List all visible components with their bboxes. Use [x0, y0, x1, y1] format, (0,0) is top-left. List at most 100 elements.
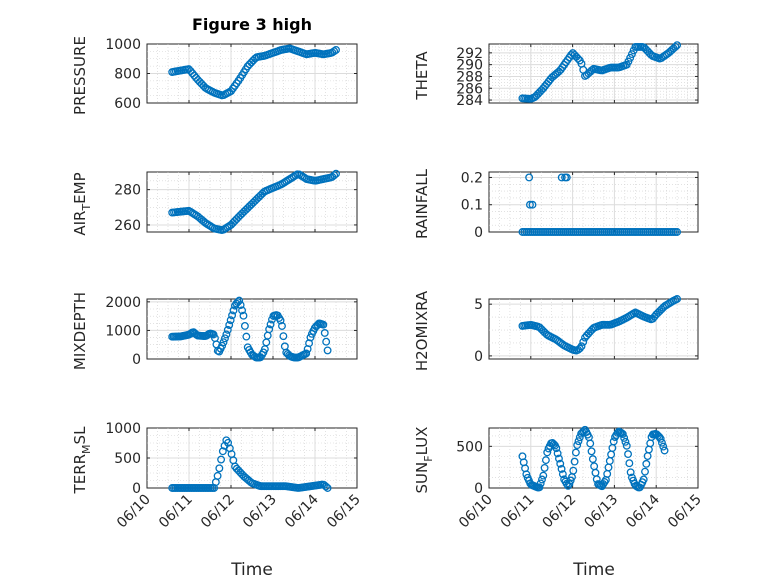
y-tick-label-theta-4: 292 [456, 46, 483, 62]
x-tick-label-terr_msl-0: 06/10 [114, 492, 154, 532]
data-point [319, 320, 328, 329]
y-tick-label-sun_flux-1: 500 [456, 439, 483, 455]
data-point [332, 45, 340, 54]
x-tick-label-terr_msl-2: 06/12 [198, 492, 238, 532]
y-tick-label-theta-3: 290 [456, 58, 483, 74]
data-point [577, 342, 586, 351]
data-point [574, 437, 583, 446]
data-point [557, 173, 566, 182]
data-point [569, 466, 578, 475]
y-tick-label-mixdepth-1: 1000 [105, 323, 141, 339]
data-point [539, 471, 548, 480]
data-point [571, 448, 580, 457]
data-point [223, 325, 232, 334]
data-point [620, 434, 629, 442]
x-tick-label-terr_msl-5: 06/15 [324, 492, 364, 532]
data-point [618, 430, 627, 439]
x-tick-label-terr_msl-4: 06/14 [282, 491, 322, 531]
y-tick-label-pressure-2: 1000 [105, 37, 141, 53]
data-point [642, 459, 651, 468]
x-tick-label-sun_flux-1: 06/11 [498, 492, 538, 532]
data-point [219, 338, 228, 347]
data-point [556, 459, 565, 468]
data-point [536, 479, 545, 488]
data-point [215, 464, 224, 473]
data-point [239, 311, 248, 320]
y-tick-label-h2omixra-1: 5 [474, 297, 483, 313]
data-point [579, 337, 588, 346]
data-point [209, 330, 218, 339]
data-point [543, 448, 552, 457]
data-point [622, 441, 631, 450]
data-point [538, 475, 546, 484]
x-tick-label-terr_msl-1: 06/11 [156, 492, 196, 532]
data-point [265, 325, 274, 334]
y-tick-label-air_temp-1: 280 [114, 183, 141, 199]
data-point [220, 334, 229, 343]
y-axis-label-mixdepth: MIXDEPTH [71, 292, 89, 370]
data-point [213, 471, 222, 480]
data-point [587, 447, 596, 456]
x-tick-label-terr_msl-3: 06/13 [240, 492, 280, 532]
data-point [625, 459, 634, 468]
x-tick-label-sun_flux-5: 06/15 [665, 492, 705, 532]
data-point [609, 437, 618, 446]
data-point [242, 332, 251, 341]
subplot-h2omixra: 0 5 H2OMIXRA [413, 290, 699, 371]
x-tick-label-sun_flux-2: 06/12 [540, 492, 580, 532]
data-point [541, 456, 550, 465]
data-point [627, 50, 636, 59]
data-point [306, 333, 315, 342]
data-point [321, 482, 330, 491]
data-point [621, 437, 630, 446]
data-point [278, 322, 286, 330]
data-point [626, 53, 635, 62]
data-point [673, 41, 682, 50]
data-point [626, 468, 635, 477]
data-point [555, 454, 563, 463]
y-tick-label-pressure-0: 600 [114, 96, 141, 112]
data-point [673, 295, 682, 303]
data-point [279, 332, 288, 341]
data-point [323, 346, 332, 355]
x-tick-label-sun_flux-4: 06/14 [623, 491, 663, 531]
data-point [322, 337, 331, 346]
data-point [553, 449, 562, 458]
data-point [266, 320, 275, 329]
subplot-terr_msl: 0 500 1000 06/10 06/11 06/12 06/13 06/14 06/15 TE… [71, 421, 364, 531]
data-point [228, 311, 237, 320]
data-point [656, 434, 665, 443]
data-point [229, 306, 238, 315]
y-tick-label-mixdepth-0: 0 [132, 352, 141, 368]
data-point [330, 47, 339, 56]
y-tick-label-theta-0: 284 [456, 93, 483, 109]
data-point [624, 57, 633, 66]
data-point [639, 475, 648, 484]
data-point [222, 330, 231, 339]
data-point [535, 483, 544, 492]
data-point [238, 306, 247, 315]
y-axis-label-h2omixra: H2OMIXRA [413, 290, 431, 371]
data-point [658, 438, 666, 447]
data-point [586, 439, 595, 448]
data-point [226, 316, 235, 325]
data-point [660, 446, 669, 455]
y-tick-label-rainfall-2: 0.2 [461, 170, 483, 186]
data-series-h2omixra [518, 295, 682, 355]
y-tick-label-terr_msl-1: 500 [114, 451, 141, 467]
x-axis-label-left: Time [230, 560, 273, 580]
x-tick-label-sun_flux-3: 06/13 [581, 492, 621, 532]
y-axis-label-air_temp: AIRTEMP [71, 172, 93, 235]
data-point [575, 344, 584, 353]
data-point [323, 484, 332, 492]
data-series-theta [518, 41, 682, 103]
data-point [218, 447, 227, 456]
y-tick-label-h2omixra-0: 0 [474, 349, 483, 365]
data-point [217, 455, 226, 464]
data-point [240, 322, 249, 330]
subplot-mixdepth: 0 1000 2000 MIXDEPTH [71, 292, 358, 370]
y-axis-label-rainfall: RAINFALL [413, 168, 431, 239]
data-point [570, 457, 579, 466]
